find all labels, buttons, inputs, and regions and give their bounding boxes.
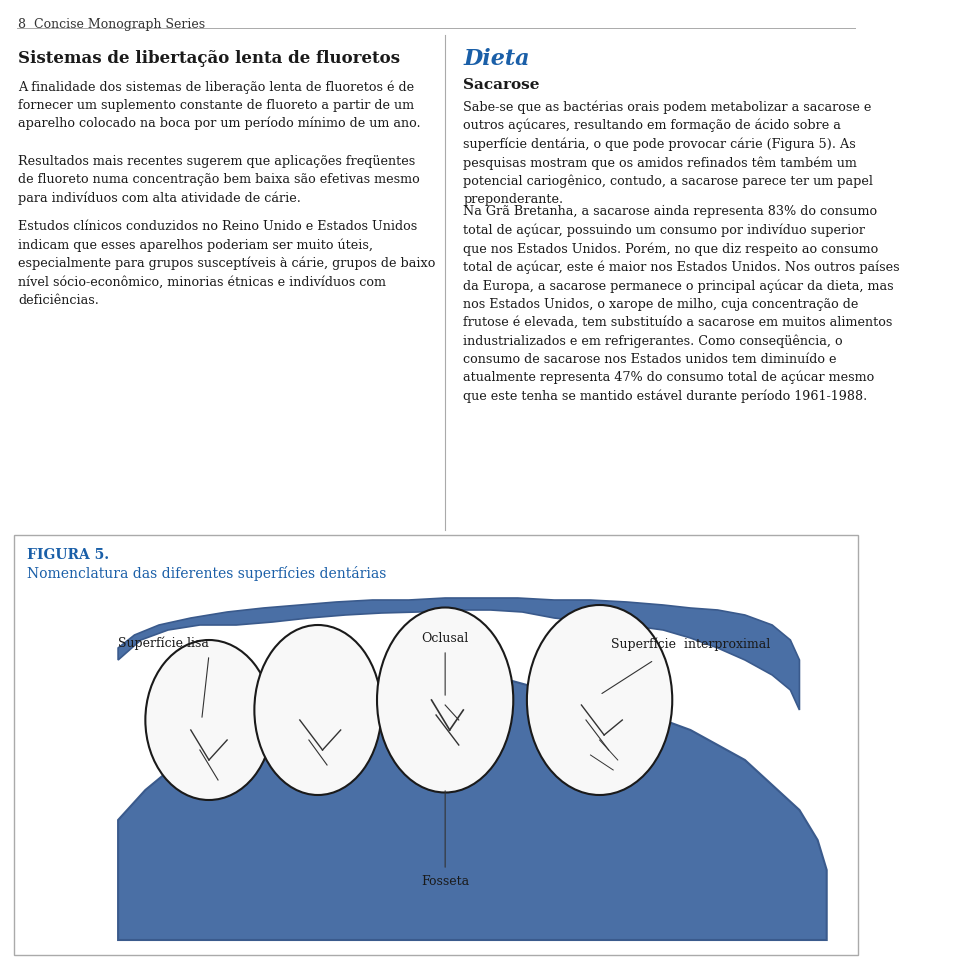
Text: A finalidade dos sistemas de liberação lenta de fluoretos é de
fornecer um suple: A finalidade dos sistemas de liberação l… [18, 80, 420, 130]
Ellipse shape [527, 605, 672, 795]
Text: Resultados mais recentes sugerem que aplicações freqüentes
de fluoreto numa conc: Resultados mais recentes sugerem que apl… [18, 155, 420, 205]
Text: Sabe-se que as bactérias orais podem metabolizar a sacarose e
outros açúcares, r: Sabe-se que as bactérias orais podem met… [464, 100, 874, 207]
Text: Estudos clínicos conduzidos no Reino Unido e Estados Unidos
indicam que esses ap: Estudos clínicos conduzidos no Reino Uni… [18, 220, 436, 306]
Text: Dieta: Dieta [464, 48, 530, 70]
PathPatch shape [118, 678, 827, 940]
Text: FIGURA 5.: FIGURA 5. [27, 548, 109, 562]
Text: Na Grã Bretanha, a sacarose ainda representa 83% do consumo
total de açúcar, pos: Na Grã Bretanha, a sacarose ainda repres… [464, 205, 900, 403]
PathPatch shape [118, 598, 800, 710]
Text: 8  Concise Monograph Series: 8 Concise Monograph Series [18, 18, 205, 31]
Bar [13, 535, 858, 955]
Text: Superfície  interproximal: Superfície interproximal [611, 637, 770, 651]
Text: Sistemas de libertação lenta de fluoretos: Sistemas de libertação lenta de fluoreto… [18, 50, 400, 67]
Text: Fosseta: Fosseta [421, 875, 469, 888]
Text: Superfície lisa: Superfície lisa [118, 636, 209, 650]
Ellipse shape [254, 625, 381, 795]
Ellipse shape [145, 640, 273, 800]
Ellipse shape [377, 608, 514, 792]
Text: Nomenclatura das diferentes superfícies dentárias: Nomenclatura das diferentes superfícies … [27, 566, 387, 581]
Text: Sacarose: Sacarose [464, 78, 540, 92]
Text: Oclusal: Oclusal [421, 632, 468, 645]
